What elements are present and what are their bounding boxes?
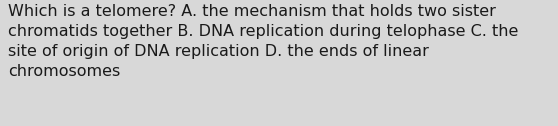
Text: Which is a telomere? A. the mechanism that holds two sister
chromatids together : Which is a telomere? A. the mechanism th… [8, 4, 519, 79]
